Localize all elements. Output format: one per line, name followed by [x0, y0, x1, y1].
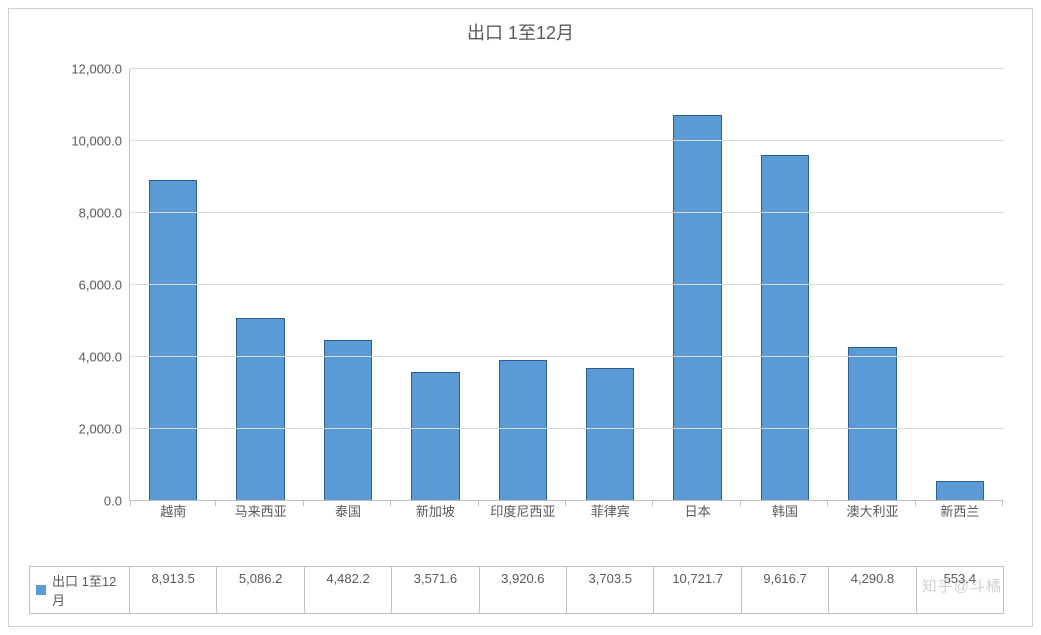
x-tick	[740, 501, 741, 506]
bar-slot: 马来西亚	[217, 69, 304, 501]
data-table-cell: 3,571.6	[391, 567, 478, 613]
y-axis-label: 0.0	[104, 494, 122, 509]
bar	[149, 180, 197, 501]
data-table-cell: 4,290.8	[828, 567, 915, 613]
bar-slot: 印度尼西亚	[480, 69, 567, 501]
bar	[761, 155, 809, 501]
bar-slot: 新加坡	[392, 69, 479, 501]
legend-swatch-icon	[36, 585, 46, 595]
x-tick	[215, 501, 216, 506]
x-axis-label: 澳大利亚	[829, 501, 915, 520]
bars-container: 越南马来西亚泰国新加坡印度尼西亚菲律宾日本韩国澳大利亚新西兰	[130, 69, 1004, 501]
x-axis-label: 菲律宾	[567, 501, 653, 520]
x-axis-label: 新加坡	[392, 501, 478, 520]
legend: 出口 1至12月	[30, 567, 130, 613]
x-tick	[390, 501, 391, 506]
x-axis-label: 新西兰	[917, 501, 1003, 520]
gridline	[130, 140, 1004, 141]
x-axis-label: 越南	[130, 501, 216, 520]
bar-slot: 越南	[130, 69, 217, 501]
bar	[848, 347, 896, 501]
bar	[236, 318, 284, 501]
data-table-values: 8,913.55,086.24,482.23,571.63,920.63,703…	[130, 567, 1003, 613]
y-axis-label: 12,000.0	[71, 62, 122, 77]
gridline	[130, 428, 1004, 429]
data-table-cell: 8,913.5	[130, 567, 216, 613]
gridline	[130, 500, 1004, 501]
plot-inner: 越南马来西亚泰国新加坡印度尼西亚菲律宾日本韩国澳大利亚新西兰 0.02,000.…	[129, 69, 1004, 501]
gridline	[130, 212, 1004, 213]
data-table-cell: 553.4	[916, 567, 1003, 613]
x-tick	[915, 501, 916, 506]
x-tick	[130, 501, 131, 506]
gridline	[130, 356, 1004, 357]
y-axis-label: 6,000.0	[79, 278, 122, 293]
chart-frame: 出口 1至12月 越南马来西亚泰国新加坡印度尼西亚菲律宾日本韩国澳大利亚新西兰 …	[8, 8, 1033, 627]
bar-slot: 韩国	[742, 69, 829, 501]
x-axis-label: 印度尼西亚	[480, 501, 566, 520]
legend-label: 出口 1至12月	[52, 571, 123, 609]
x-tick	[652, 501, 653, 506]
x-tick	[827, 501, 828, 506]
bar-slot: 菲律宾	[567, 69, 654, 501]
y-axis-label: 2,000.0	[79, 422, 122, 437]
bar	[936, 481, 984, 501]
bar-slot: 澳大利亚	[829, 69, 916, 501]
bar	[324, 340, 372, 501]
gridline	[130, 68, 1004, 69]
bar-slot: 新西兰	[917, 69, 1004, 501]
x-axis-label: 泰国	[305, 501, 391, 520]
x-tick	[303, 501, 304, 506]
gridline	[130, 284, 1004, 285]
data-table: 出口 1至12月 8,913.55,086.24,482.23,571.63,9…	[29, 566, 1004, 614]
x-tick	[1002, 501, 1003, 506]
x-axis-label: 韩国	[742, 501, 828, 520]
data-table-cell: 5,086.2	[216, 567, 303, 613]
chart-title: 出口 1至12月	[9, 19, 1032, 45]
y-axis-label: 8,000.0	[79, 206, 122, 221]
bar	[673, 115, 721, 501]
data-table-cell: 3,920.6	[479, 567, 566, 613]
x-axis-label: 日本	[654, 501, 740, 520]
bar	[586, 368, 634, 501]
plot-area: 越南马来西亚泰国新加坡印度尼西亚菲律宾日本韩国澳大利亚新西兰 0.02,000.…	[129, 69, 1004, 501]
bar	[411, 372, 459, 501]
x-tick	[565, 501, 566, 506]
data-table-cell: 10,721.7	[653, 567, 740, 613]
bar-slot: 泰国	[305, 69, 392, 501]
data-table-cell: 4,482.2	[304, 567, 391, 613]
x-tick	[478, 501, 479, 506]
data-table-cell: 3,703.5	[566, 567, 653, 613]
bar-slot: 日本	[654, 69, 741, 501]
y-axis-label: 4,000.0	[79, 350, 122, 365]
bar	[499, 360, 547, 501]
y-axis-label: 10,000.0	[71, 134, 122, 149]
x-axis-label: 马来西亚	[217, 501, 303, 520]
data-table-cell: 9,616.7	[741, 567, 828, 613]
